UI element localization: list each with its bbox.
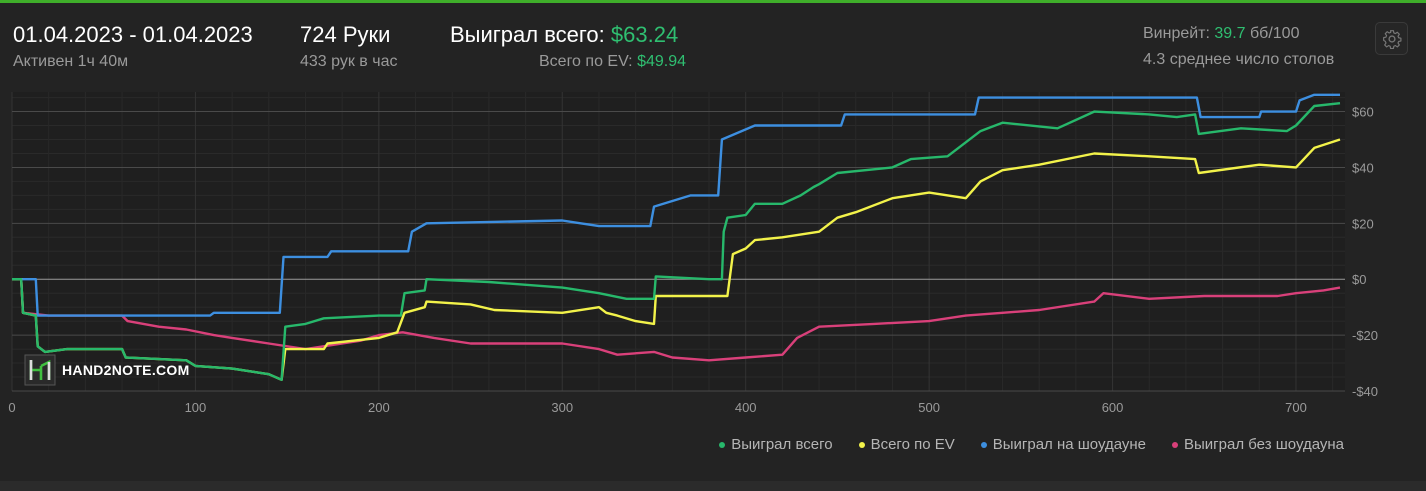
legend-dot-icon — [858, 441, 865, 448]
chart-axes: -$40 -$20 $0 $20 $40 $60 0 100 200 300 400 500 600 70… — [8, 105, 1378, 415]
legend-dot-icon — [980, 441, 987, 448]
ev-total-label: Всего по EV: — [539, 53, 633, 70]
watermark-text: HAND2NOTE.COM — [62, 362, 190, 378]
won-total: Выиграл всего: $63.24 — [450, 22, 678, 48]
x-tick-label: 400 — [735, 400, 757, 415]
y-tick-label: -$40 — [1352, 384, 1378, 399]
legend-dot-icon — [719, 441, 726, 448]
bottom-strip — [0, 481, 1426, 491]
winrate-unit: бб/100 — [1250, 25, 1300, 42]
legend-label: Выиграл всего — [731, 436, 833, 453]
y-tick-label: $20 — [1352, 216, 1374, 231]
x-tick-label: 700 — [1285, 400, 1307, 415]
won-total-label: Выиграл всего: — [450, 22, 605, 47]
x-tick-label: 300 — [551, 400, 573, 415]
legend-item-3[interactable]: Выиграл без шоудауна — [1172, 436, 1344, 453]
settings-button[interactable] — [1375, 22, 1408, 55]
top-accent-bar — [0, 0, 1426, 3]
date-range: 01.04.2023 - 01.04.2023 — [13, 22, 253, 47]
series-line-0 — [12, 102, 1341, 381]
x-tick-label: 600 — [1102, 400, 1124, 415]
avg-tables: 4.3 среднее число столов — [1143, 51, 1335, 68]
hand2note-logo-icon — [24, 354, 56, 386]
winrate-value: 39.7 — [1214, 25, 1246, 42]
plot-area — [12, 92, 1345, 391]
hands-per-hour: 433 рук в час — [300, 53, 398, 70]
x-tick-label: 100 — [185, 400, 207, 415]
legend-label: Всего по EV — [870, 436, 955, 453]
y-tick-label: -$20 — [1352, 328, 1378, 343]
legend-label: Выиграл без шоудауна — [1184, 436, 1344, 453]
watermark: HAND2NOTE.COM — [24, 354, 190, 386]
legend-item-1[interactable]: Всего по EV — [858, 436, 955, 453]
gear-icon — [1382, 29, 1401, 49]
legend-item-0[interactable]: Выиграл всего — [719, 436, 833, 453]
ev-total-value: $49.94 — [637, 53, 686, 70]
x-tick-label: 0 — [8, 400, 15, 415]
legend-dot-icon — [1172, 441, 1179, 448]
y-tick-label: $40 — [1352, 160, 1374, 175]
series-line-3 — [12, 278, 1341, 362]
y-tick-label: $0 — [1352, 272, 1366, 287]
legend-item-2[interactable]: Выиграл на шоудауне — [980, 436, 1147, 453]
legend-label: Выиграл на шоудауне — [992, 436, 1147, 453]
chart-legend: Выиграл всего Всего по EV Выиграл на шоуда… — [719, 436, 1344, 453]
won-total-value: $63.24 — [610, 22, 679, 47]
series-line-2 — [12, 93, 1340, 317]
active-duration: Активен 1ч 40м — [13, 53, 129, 70]
winnings-chart: -$40 -$20 $0 $20 $40 $60 0 100 200 300 400 500 600 70… — [8, 92, 1378, 415]
chart-grid — [11, 92, 1345, 392]
winrate-label: Винрейт: — [1143, 25, 1210, 42]
chart-series — [12, 93, 1341, 381]
y-tick-label: $60 — [1352, 105, 1374, 120]
x-tick-label: 500 — [918, 400, 940, 415]
hands-count: 724 Руки — [300, 22, 391, 47]
ev-total: Всего по EV: $49.94 — [539, 53, 686, 71]
x-tick-label: 200 — [368, 400, 390, 415]
winrate: Винрейт: 39.7 бб/100 — [1143, 25, 1299, 43]
